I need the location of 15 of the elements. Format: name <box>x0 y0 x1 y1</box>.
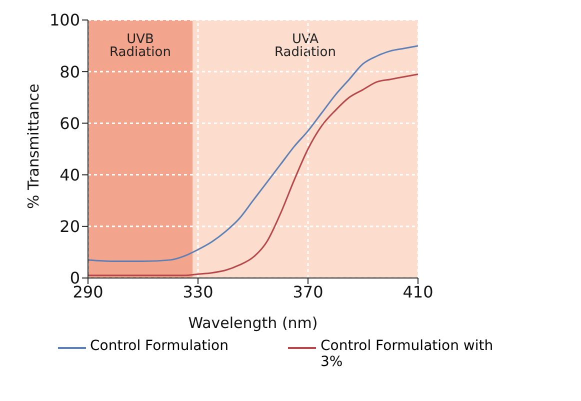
band-label: UVA Radiation <box>274 32 336 60</box>
y-tick-label: 80 <box>60 62 80 82</box>
x-axis-title: Wavelength (nm) <box>188 314 318 332</box>
band-label: UVB Radiation <box>110 32 171 60</box>
y-tick-label: 20 <box>60 217 80 236</box>
x-tick-label: 370 <box>292 282 324 302</box>
legend-label: Control Formulation <box>90 338 228 354</box>
y-axis-title: % Transmittance <box>24 84 42 209</box>
legend-label: Control Formulation with 3% <box>320 338 494 370</box>
y-tick-label: 100 <box>49 10 80 30</box>
line-series <box>88 45 418 262</box>
x-tick-label: 330 <box>182 282 214 302</box>
x-tick-label: 410 <box>402 282 434 302</box>
y-tick-label: 60 <box>60 114 80 133</box>
y-tick-label: 40 <box>60 165 80 184</box>
